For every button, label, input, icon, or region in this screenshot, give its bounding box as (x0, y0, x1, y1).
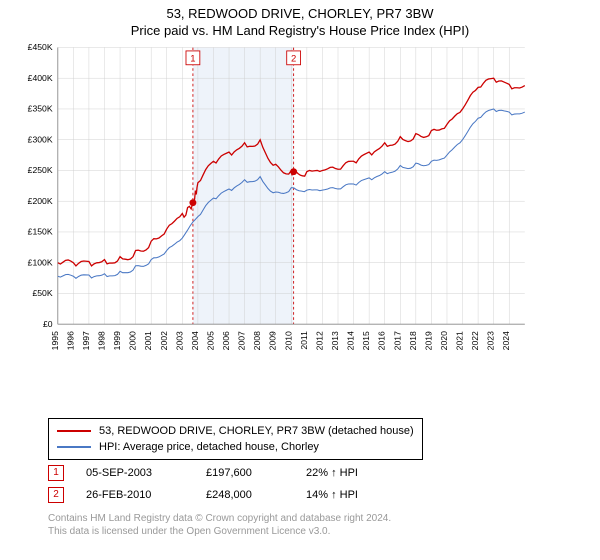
svg-text:£450K: £450K (28, 44, 53, 52)
chart-svg: £0 £50K £100K £150K £200K £250K £300K £350K £400… (4, 44, 544, 364)
svg-text:2009: 2009 (268, 331, 278, 350)
svg-text:2: 2 (291, 53, 296, 64)
sale-date: 26-FEB-2010 (86, 489, 206, 501)
svg-text:2023: 2023 (486, 331, 496, 350)
legend-label: HPI: Average price, detached house, Chor… (99, 441, 319, 453)
footer-line: Contains HM Land Registry data © Crown c… (48, 512, 391, 525)
sale-price: £248,000 (206, 489, 306, 501)
legend-row: 53, REDWOOD DRIVE, CHORLEY, PR7 3BW (det… (57, 423, 414, 439)
sale-row: 1 05-SEP-2003 £197,600 22% ↑ HPI (48, 462, 406, 484)
svg-text:£0: £0 (43, 319, 53, 329)
svg-text:2017: 2017 (392, 331, 402, 350)
svg-text:£150K: £150K (28, 227, 53, 237)
svg-text:1997: 1997 (81, 331, 91, 350)
sale-date: 05-SEP-2003 (86, 467, 206, 479)
footer: Contains HM Land Registry data © Crown c… (48, 512, 391, 538)
title-main: 53, REDWOOD DRIVE, CHORLEY, PR7 3BW (0, 6, 600, 21)
svg-text:2015: 2015 (361, 331, 371, 350)
svg-text:2006: 2006 (221, 331, 231, 350)
svg-text:£100K: £100K (28, 257, 53, 267)
legend-label: 53, REDWOOD DRIVE, CHORLEY, PR7 3BW (det… (99, 425, 414, 437)
svg-text:£400K: £400K (28, 73, 53, 83)
svg-text:£250K: £250K (28, 165, 53, 175)
svg-text:2003: 2003 (174, 331, 184, 350)
sale-price: £197,600 (206, 467, 306, 479)
legend-row: HPI: Average price, detached house, Chor… (57, 439, 414, 455)
svg-text:2002: 2002 (159, 331, 169, 350)
sale-marker: 2 (48, 487, 64, 503)
svg-text:1998: 1998 (96, 331, 106, 350)
svg-text:1996: 1996 (65, 331, 75, 350)
footer-line: This data is licensed under the Open Gov… (48, 525, 391, 538)
svg-text:2021: 2021 (455, 331, 465, 350)
title-block: 53, REDWOOD DRIVE, CHORLEY, PR7 3BW Pric… (0, 0, 600, 38)
legend-swatch (57, 430, 91, 432)
sale-row: 2 26-FEB-2010 £248,000 14% ↑ HPI (48, 484, 406, 506)
svg-text:2008: 2008 (252, 331, 262, 350)
sale-pct: 14% ↑ HPI (306, 489, 406, 501)
title-sub: Price paid vs. HM Land Registry's House … (0, 23, 600, 38)
svg-text:£350K: £350K (28, 104, 53, 114)
svg-text:2007: 2007 (237, 331, 247, 350)
svg-text:2024: 2024 (501, 331, 511, 350)
sale-pct: 22% ↑ HPI (306, 467, 406, 479)
svg-text:1995: 1995 (50, 331, 60, 350)
svg-text:1: 1 (190, 53, 195, 64)
svg-text:2010: 2010 (283, 331, 293, 350)
svg-text:2001: 2001 (143, 331, 153, 350)
svg-text:2011: 2011 (299, 331, 309, 350)
svg-text:2020: 2020 (439, 331, 449, 350)
svg-text:2014: 2014 (346, 331, 356, 350)
svg-text:2012: 2012 (314, 331, 324, 350)
sale-rows: 1 05-SEP-2003 £197,600 22% ↑ HPI 2 26-FE… (48, 462, 406, 506)
svg-text:£50K: £50K (32, 288, 52, 298)
legend-swatch (57, 446, 91, 448)
svg-text:2005: 2005 (205, 331, 215, 350)
sale-marker: 1 (48, 465, 64, 481)
svg-text:2000: 2000 (128, 331, 138, 350)
svg-text:2013: 2013 (330, 331, 340, 350)
svg-text:2016: 2016 (377, 331, 387, 350)
legend-box: 53, REDWOOD DRIVE, CHORLEY, PR7 3BW (det… (48, 418, 423, 460)
svg-text:2022: 2022 (470, 331, 480, 350)
svg-text:£200K: £200K (28, 196, 53, 206)
svg-text:2018: 2018 (408, 331, 418, 350)
svg-text:1999: 1999 (112, 331, 122, 350)
svg-text:2019: 2019 (423, 331, 433, 350)
svg-text:£300K: £300K (28, 134, 53, 144)
svg-text:2004: 2004 (190, 331, 200, 350)
chart-container: 53, REDWOOD DRIVE, CHORLEY, PR7 3BW Pric… (0, 0, 600, 560)
